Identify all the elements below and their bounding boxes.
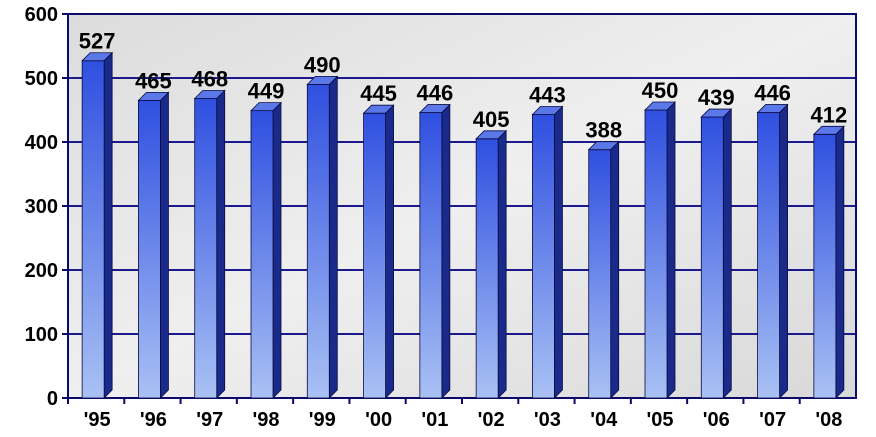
x-tick-label: '08 xyxy=(815,409,842,431)
bar xyxy=(812,125,845,399)
bar-front xyxy=(363,112,386,399)
bar-top xyxy=(756,104,789,113)
x-tick-label: '03 xyxy=(534,409,561,431)
bar xyxy=(587,140,620,399)
bar-side xyxy=(216,89,226,399)
bar xyxy=(531,105,564,399)
x-tick-label: '95 xyxy=(84,409,111,431)
x-tick-label: '98 xyxy=(252,409,279,431)
bar xyxy=(193,89,226,399)
y-tick-label: 400 xyxy=(25,132,58,154)
bar-front xyxy=(194,98,218,399)
bar xyxy=(250,101,282,399)
data-label: 443 xyxy=(529,82,566,107)
x-tick-label: '00 xyxy=(365,409,392,431)
bar-front xyxy=(757,112,780,399)
data-label: 388 xyxy=(585,118,622,143)
data-label: 527 xyxy=(79,29,116,54)
bar-front xyxy=(532,114,555,399)
bar-top xyxy=(418,104,451,113)
bar-side xyxy=(385,104,394,399)
y-tick-label: 0 xyxy=(47,388,58,410)
bar-front xyxy=(419,112,443,399)
x-tick-label: '07 xyxy=(759,409,786,431)
bar xyxy=(756,103,789,399)
data-label: 439 xyxy=(698,85,735,110)
bar-top xyxy=(81,52,114,62)
bar-top xyxy=(306,76,339,85)
bar-front xyxy=(700,116,724,399)
bar xyxy=(362,104,395,399)
bar xyxy=(418,103,451,399)
bar-top xyxy=(475,130,508,140)
bar-side xyxy=(779,103,788,399)
data-label: 445 xyxy=(360,81,397,106)
bar-front xyxy=(81,60,105,399)
x-tick-label: '02 xyxy=(478,409,505,431)
bar-side xyxy=(160,91,169,399)
y-tick-label: 300 xyxy=(25,196,58,218)
data-label: 490 xyxy=(304,52,341,77)
bar-top xyxy=(644,101,676,111)
y-tick-label: 100 xyxy=(25,324,58,346)
data-label: 412 xyxy=(810,102,847,127)
bar-top xyxy=(193,90,226,99)
bar xyxy=(306,75,339,399)
bar-front xyxy=(813,133,837,399)
data-label: 446 xyxy=(416,81,453,106)
bar-front xyxy=(306,84,330,399)
bar-side xyxy=(666,101,676,399)
bar xyxy=(137,91,170,399)
y-tick-label: 200 xyxy=(25,260,58,282)
x-tick-label: '05 xyxy=(646,409,673,431)
bar-front xyxy=(138,100,161,399)
bar-front xyxy=(588,149,612,399)
bar-top xyxy=(362,104,395,114)
x-tick-label: '04 xyxy=(590,409,618,431)
bar xyxy=(644,101,676,399)
bar-side xyxy=(441,103,451,399)
bar-side xyxy=(610,140,620,399)
bar xyxy=(700,108,733,399)
bar-side xyxy=(722,108,732,399)
y-tick-label: 600 xyxy=(25,4,58,26)
data-label: 449 xyxy=(248,79,285,104)
bar-side xyxy=(497,129,507,399)
x-tick-label: '06 xyxy=(703,409,730,431)
bar-top xyxy=(587,141,620,151)
bar-front xyxy=(644,109,668,399)
bar-top xyxy=(137,92,170,101)
bar-side xyxy=(103,51,113,399)
bar-side xyxy=(835,125,845,399)
y-tick-label: 500 xyxy=(25,68,58,90)
bar-side xyxy=(554,105,563,399)
data-label: 446 xyxy=(754,81,791,106)
bar-top xyxy=(531,106,564,115)
bar-front xyxy=(475,138,499,399)
bar-top xyxy=(250,102,282,112)
data-label: 465 xyxy=(135,68,172,93)
bar xyxy=(81,51,114,399)
x-tick-label: '96 xyxy=(140,409,167,431)
x-tick-label: '99 xyxy=(309,409,336,431)
data-label: 450 xyxy=(642,78,679,103)
bar-top xyxy=(812,125,845,135)
data-label: 468 xyxy=(191,66,228,91)
bar-front xyxy=(250,110,274,399)
bar-side xyxy=(272,101,282,399)
x-tick-label: '97 xyxy=(196,409,223,431)
bar-side xyxy=(328,75,338,399)
data-label: 405 xyxy=(473,107,510,132)
bar xyxy=(475,129,508,399)
x-tick-label: '01 xyxy=(421,409,448,431)
bar-top xyxy=(700,108,733,118)
